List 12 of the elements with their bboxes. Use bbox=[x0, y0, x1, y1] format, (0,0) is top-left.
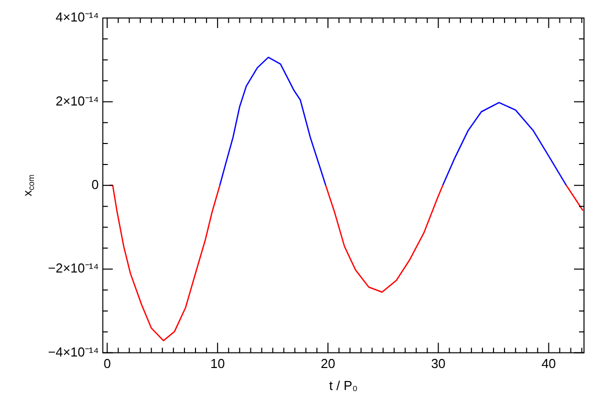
y-tick-label: −2×10⁻¹⁴ bbox=[48, 260, 99, 276]
x-tick-label: 20 bbox=[320, 356, 336, 372]
y-tick-label: 2×10⁻¹⁴ bbox=[56, 93, 99, 108]
x-tick-label: 10 bbox=[210, 356, 225, 372]
x-tick-label: 30 bbox=[431, 356, 446, 372]
x-axis-title: t / P₀ bbox=[329, 378, 358, 393]
y-tick-label: −4×10⁻¹⁴ bbox=[48, 344, 99, 360]
x-tick-label: 0 bbox=[104, 356, 111, 372]
x-tick-label: 40 bbox=[541, 356, 556, 372]
y-tick-label: 0 bbox=[92, 176, 99, 192]
y-axis-title: xcom bbox=[20, 174, 36, 196]
y-tick-label: 4×10⁻¹⁴ bbox=[56, 10, 99, 25]
